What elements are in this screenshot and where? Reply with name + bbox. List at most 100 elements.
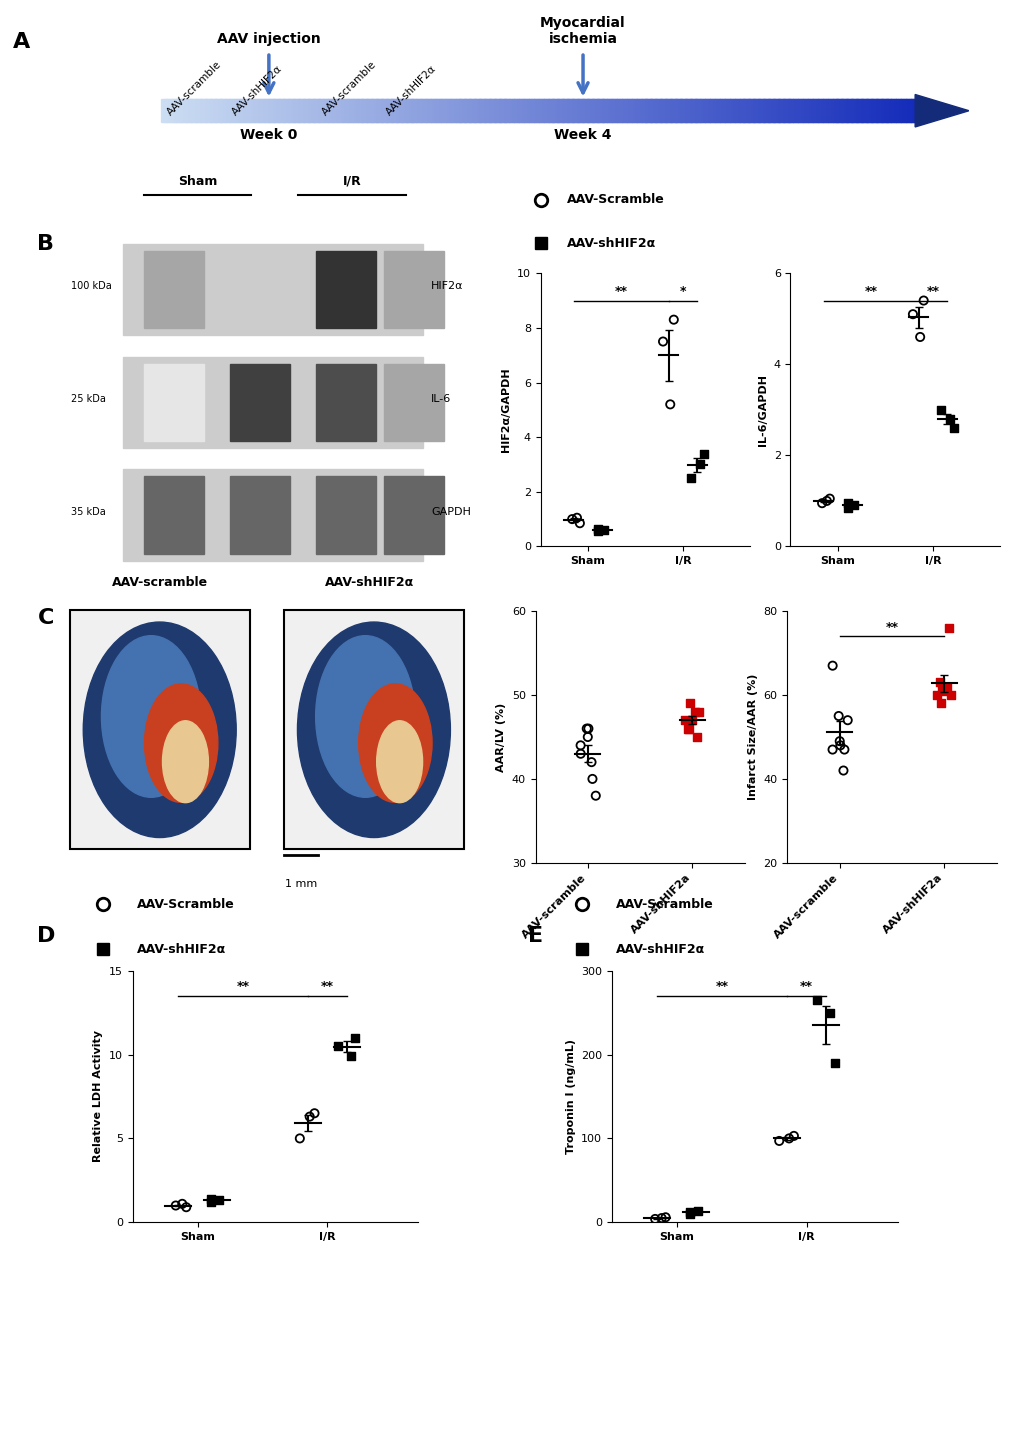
Bar — [194, 99, 198, 122]
Bar — [779, 99, 783, 122]
Bar — [173, 99, 178, 122]
Bar — [763, 99, 768, 122]
Point — [595, 519, 611, 542]
Text: AAV-scramble: AAV-scramble — [165, 59, 223, 116]
Point — [572, 742, 588, 765]
Bar — [658, 99, 662, 122]
Bar — [543, 99, 547, 122]
Point — [690, 700, 706, 723]
Bar — [560, 99, 565, 122]
Bar — [696, 99, 700, 122]
Bar — [269, 99, 273, 122]
Bar — [871, 99, 876, 122]
Bar — [716, 99, 720, 122]
Text: C: C — [38, 608, 54, 628]
Bar — [233, 99, 238, 122]
Bar — [703, 99, 707, 122]
Bar — [515, 99, 520, 122]
Bar — [701, 99, 705, 122]
Bar — [613, 99, 618, 122]
Text: Sham: Sham — [178, 174, 217, 187]
Point — [589, 518, 605, 541]
Point — [945, 417, 961, 440]
Point — [203, 1188, 219, 1211]
Bar — [643, 99, 647, 122]
Point — [931, 398, 948, 421]
Bar — [403, 99, 407, 122]
Bar — [360, 99, 364, 122]
Bar — [252, 99, 256, 122]
Bar — [427, 99, 431, 122]
Bar — [823, 99, 828, 122]
Bar — [440, 99, 444, 122]
Bar — [679, 99, 683, 122]
Bar — [513, 99, 517, 122]
Bar — [809, 99, 813, 122]
Bar — [902, 99, 906, 122]
Bar — [302, 99, 306, 122]
Bar — [219, 99, 223, 122]
Bar — [384, 364, 443, 441]
Bar — [289, 99, 293, 122]
Bar — [485, 99, 489, 122]
Text: **: ** — [864, 285, 877, 298]
Bar — [468, 99, 472, 122]
Text: **: ** — [884, 621, 898, 634]
Bar — [384, 476, 443, 554]
Bar — [432, 99, 436, 122]
Text: 35 kDa: 35 kDa — [71, 506, 106, 516]
Point — [346, 1027, 363, 1050]
Y-axis label: Infarct Size/AAR (%): Infarct Size/AAR (%) — [747, 674, 757, 800]
Bar — [641, 99, 645, 122]
Bar — [226, 99, 230, 122]
Text: AAV-shHIF2α: AAV-shHIF2α — [567, 236, 656, 250]
Ellipse shape — [145, 684, 218, 802]
Bar — [794, 99, 798, 122]
Text: AAV-shHIF2α: AAV-shHIF2α — [137, 943, 226, 956]
Bar — [452, 99, 457, 122]
Bar — [454, 99, 460, 122]
Y-axis label: HIF2α/GAPDH: HIF2α/GAPDH — [500, 368, 511, 452]
Bar — [355, 99, 359, 122]
Point — [682, 1202, 698, 1225]
Bar — [297, 99, 301, 122]
Bar — [254, 99, 258, 122]
Bar — [839, 99, 844, 122]
Bar — [490, 99, 494, 122]
Bar — [367, 99, 371, 122]
Point — [682, 466, 698, 489]
Bar — [422, 99, 426, 122]
Bar — [844, 99, 848, 122]
Bar — [236, 99, 240, 122]
Bar — [749, 99, 753, 122]
Bar — [804, 99, 808, 122]
Bar — [374, 99, 379, 122]
Point — [682, 692, 698, 715]
Bar — [791, 99, 796, 122]
Bar — [322, 99, 326, 122]
Bar — [698, 99, 703, 122]
Bar — [304, 99, 309, 122]
Point — [657, 1205, 674, 1228]
Point — [654, 331, 671, 354]
Bar — [181, 99, 185, 122]
Bar — [665, 99, 669, 122]
Bar — [734, 99, 738, 122]
Bar — [598, 99, 602, 122]
Point — [342, 1044, 359, 1067]
Point — [210, 1189, 226, 1212]
Bar — [387, 99, 391, 122]
Point — [845, 495, 861, 518]
Text: AAV-scramble: AAV-scramble — [111, 575, 208, 588]
Point — [695, 441, 711, 464]
Bar — [555, 99, 559, 122]
Bar — [415, 99, 419, 122]
Point — [911, 325, 927, 348]
Bar — [229, 99, 233, 122]
Point — [770, 1129, 787, 1152]
Bar — [729, 99, 733, 122]
Bar — [866, 99, 871, 122]
Bar — [726, 99, 731, 122]
Bar — [470, 99, 474, 122]
Bar — [276, 99, 281, 122]
